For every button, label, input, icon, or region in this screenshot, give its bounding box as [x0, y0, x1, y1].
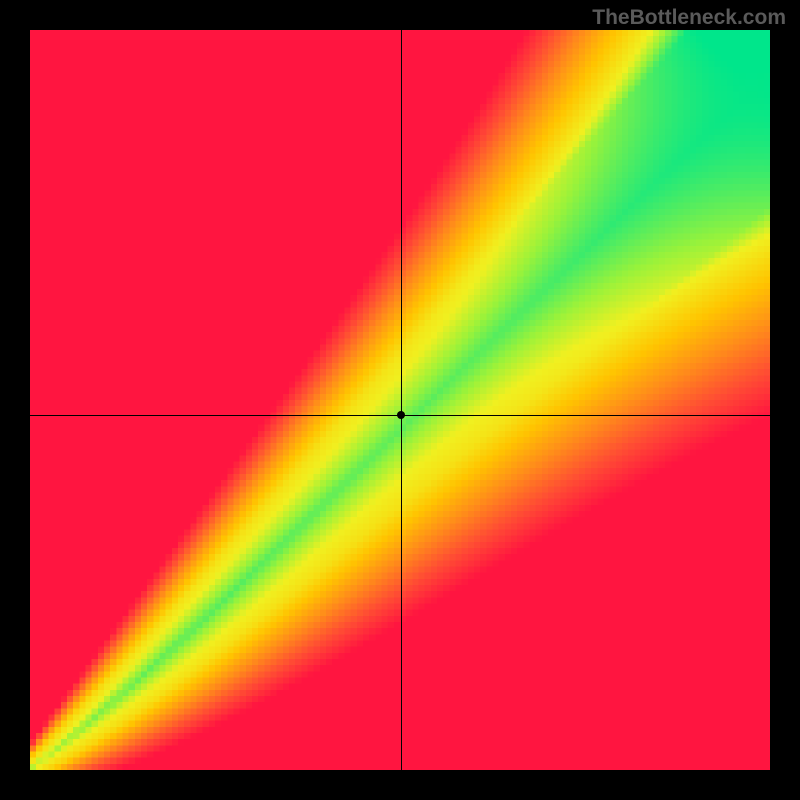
crosshair-vertical — [401, 30, 402, 770]
chart-container: TheBottleneck.com — [0, 0, 800, 800]
plot-area — [30, 30, 770, 770]
watermark-text: TheBottleneck.com — [592, 6, 786, 30]
crosshair-marker[interactable] — [397, 411, 405, 419]
